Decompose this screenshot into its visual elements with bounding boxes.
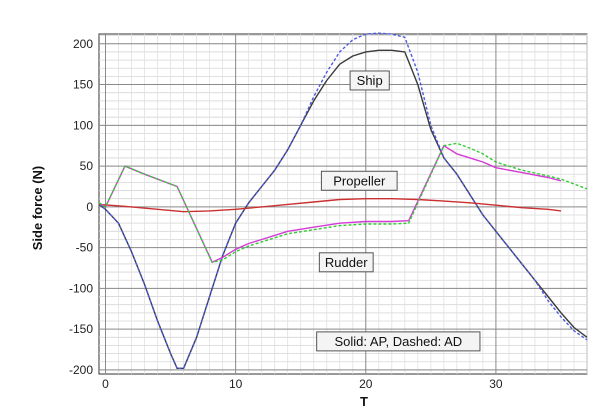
annotation-text: Ship	[357, 73, 383, 88]
y-tick-label: -150	[69, 322, 93, 336]
annotation-text: Solid: AP, Dashed: AD	[334, 334, 462, 349]
annotation-text: Rudder	[325, 255, 368, 270]
annotation-layer: Ship Propeller Rudder Solid: AP, Dashed: AD	[316, 70, 481, 352]
tick-layer: -200 -150 -100 -50 0 50 100 150 200 0 10 20 30	[69, 37, 503, 391]
x-tick-label: 20	[359, 377, 373, 391]
y-axis-label: Side force (N)	[30, 166, 45, 251]
y-tick-label: -200	[69, 363, 93, 377]
y-tick-label: -50	[76, 241, 94, 255]
y-tick-label: 50	[80, 159, 94, 173]
y-tick-label: 0	[86, 200, 93, 214]
series-line-4	[98, 142, 588, 263]
annotation-box	[320, 170, 398, 191]
series-line-1	[98, 32, 588, 369]
y-tick-label: 150	[73, 78, 93, 92]
series-layer	[98, 32, 588, 369]
annotation-box	[316, 331, 481, 352]
annotation-box	[349, 70, 390, 91]
annotation-text: Propeller	[333, 173, 386, 188]
x-axis-label: T	[360, 394, 368, 409]
series-line-2	[98, 198, 562, 213]
y-tick-label: 100	[73, 118, 93, 132]
x-tick-label: 10	[229, 377, 243, 391]
x-tick-label: 0	[102, 377, 109, 391]
y-tick-label: 200	[73, 37, 93, 51]
x-tick-label: 30	[489, 377, 503, 391]
annotation-box	[318, 252, 374, 273]
annotation-0: Ship	[349, 70, 390, 91]
annotation-2: Rudder	[318, 252, 374, 273]
plot-background	[98, 33, 588, 375]
annotation-3: Solid: AP, Dashed: AD	[316, 331, 481, 352]
major-grid	[99, 34, 587, 374]
annotation-1: Propeller	[320, 170, 398, 191]
y-tick-label: -100	[69, 281, 93, 295]
series-line-3	[98, 145, 562, 263]
